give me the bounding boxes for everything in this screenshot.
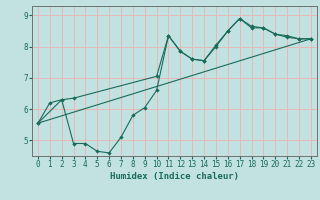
X-axis label: Humidex (Indice chaleur): Humidex (Indice chaleur): [110, 172, 239, 181]
